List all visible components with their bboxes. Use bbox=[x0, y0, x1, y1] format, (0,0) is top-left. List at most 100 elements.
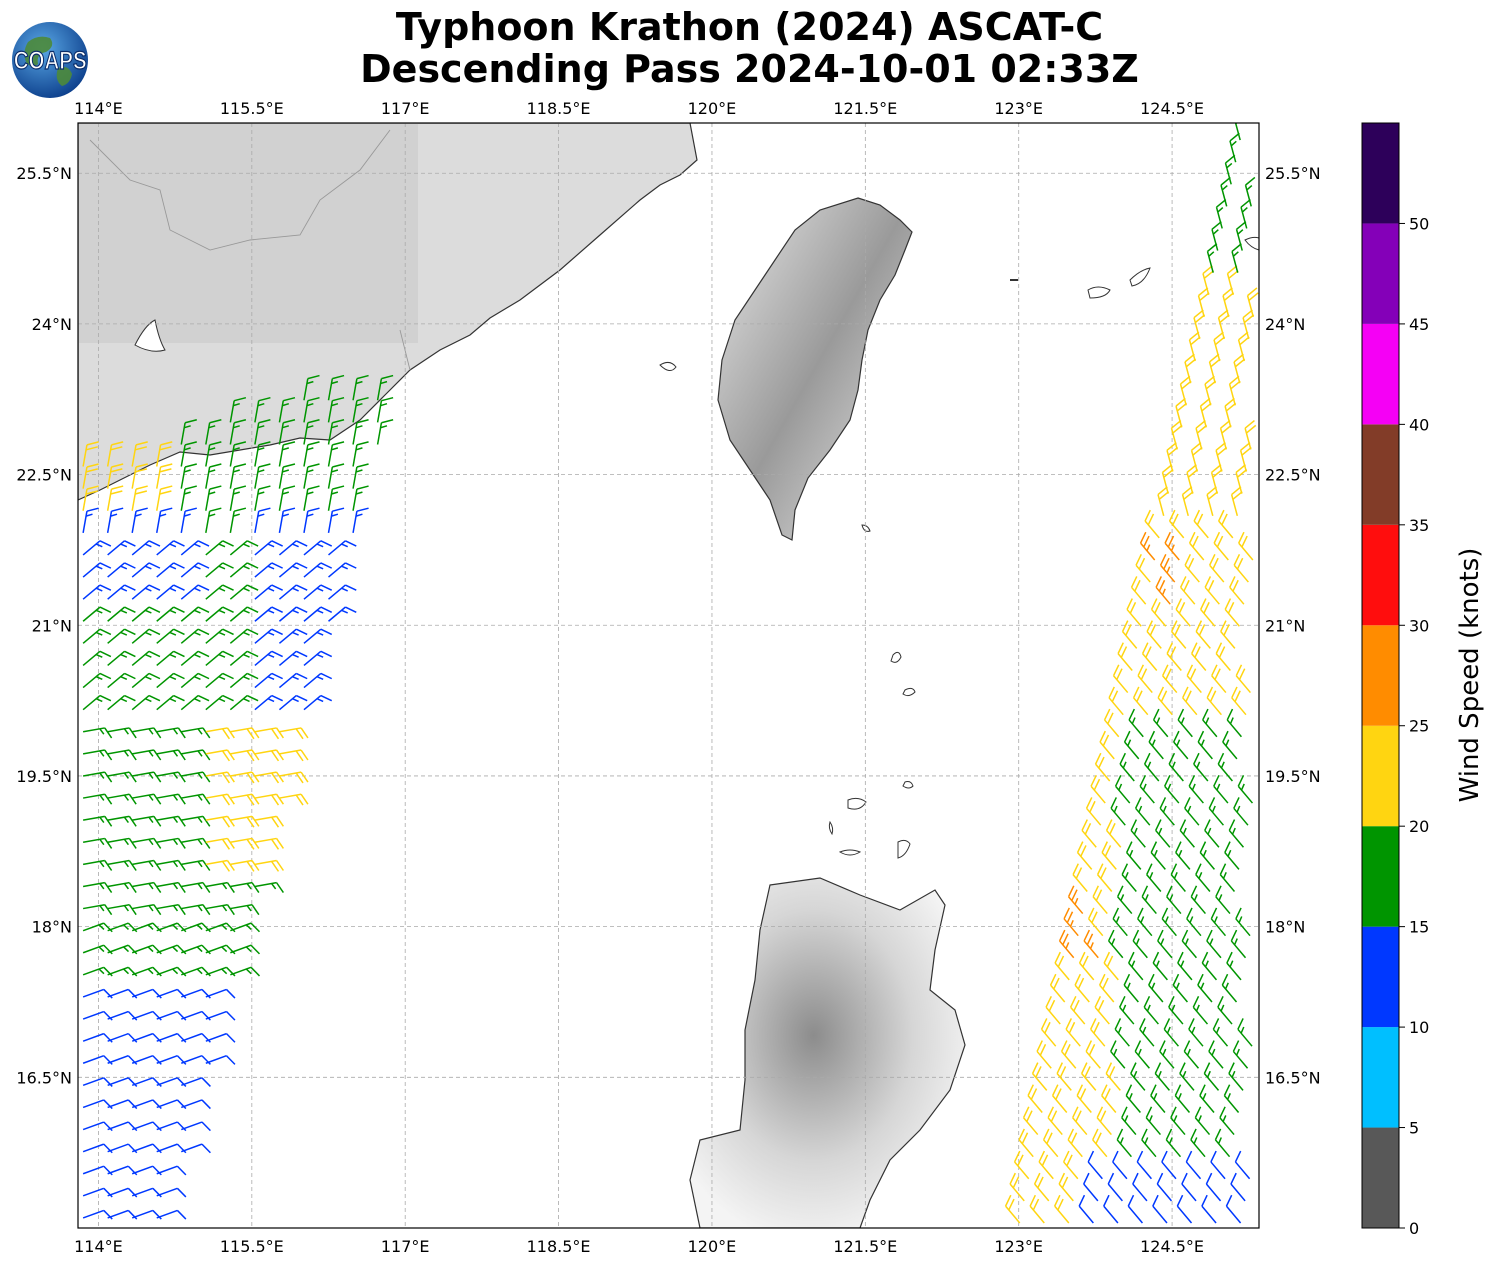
wind-barb bbox=[279, 771, 309, 784]
wind-barb bbox=[1141, 642, 1158, 671]
wind-barb bbox=[1112, 1150, 1128, 1180]
wind-barb bbox=[181, 922, 211, 933]
wind-barb bbox=[1090, 774, 1106, 804]
wind-barb bbox=[1163, 1018, 1180, 1047]
wind-barb bbox=[1051, 1084, 1068, 1113]
wind-barb bbox=[1081, 819, 1097, 848]
wind-barb bbox=[1112, 664, 1129, 694]
wind-barb bbox=[1197, 730, 1213, 760]
wind-barb bbox=[180, 650, 210, 667]
colorbar-bin bbox=[1362, 725, 1399, 827]
wind-barb bbox=[131, 1010, 162, 1021]
wind-barb bbox=[1188, 774, 1204, 804]
wind-barb bbox=[376, 374, 394, 401]
wind-barb bbox=[156, 540, 185, 556]
wind-barb bbox=[205, 485, 222, 511]
wind-barb bbox=[107, 771, 137, 783]
wind-barb bbox=[1152, 1194, 1168, 1224]
wind-barb bbox=[1080, 1062, 1097, 1091]
wind-barb bbox=[107, 749, 137, 761]
wind-barb bbox=[1218, 509, 1234, 539]
wind-barb bbox=[82, 694, 112, 711]
wind-barb bbox=[181, 988, 211, 999]
wind-barb bbox=[1092, 1128, 1108, 1158]
colorbar-bin bbox=[1362, 424, 1399, 525]
wind-barb bbox=[254, 606, 283, 622]
wind-barb bbox=[1206, 686, 1222, 716]
wind-barb bbox=[229, 694, 259, 711]
wind-barb bbox=[1166, 442, 1179, 472]
wind-barb bbox=[1195, 419, 1208, 450]
wind-barb bbox=[180, 694, 210, 711]
wind-barb bbox=[1139, 774, 1155, 804]
wind-barb bbox=[1141, 1128, 1157, 1158]
wind-barb bbox=[180, 562, 210, 578]
wind-barb bbox=[1114, 774, 1131, 804]
wind-barb bbox=[303, 419, 320, 445]
wind-barb bbox=[156, 562, 185, 578]
wind-barb bbox=[1188, 331, 1201, 362]
wind-barb bbox=[131, 1055, 162, 1065]
lat-tick-label-left: 25.5°N bbox=[16, 164, 72, 183]
wind-barb bbox=[205, 441, 222, 467]
title-line-2: Descending Pass 2024-10-01 02:33Z bbox=[360, 47, 1139, 91]
wind-barb bbox=[230, 815, 260, 828]
wind-barb bbox=[1201, 1194, 1217, 1224]
wind-barb bbox=[107, 727, 137, 739]
wind-barb bbox=[229, 485, 247, 511]
wind-barb bbox=[180, 441, 197, 467]
wind-barb bbox=[1211, 664, 1227, 694]
wind-barb bbox=[1195, 863, 1211, 892]
wind-barb bbox=[107, 1165, 138, 1176]
wind-barb bbox=[1233, 553, 1249, 583]
wind-barb bbox=[254, 419, 271, 445]
wind-barb bbox=[1168, 995, 1184, 1025]
wind-barb bbox=[1197, 287, 1210, 318]
wind-barb bbox=[156, 694, 185, 711]
lon-tick-label-top: 115.5°E bbox=[220, 99, 284, 118]
wind-barb bbox=[82, 859, 113, 871]
lat-tick-label-left: 21°N bbox=[32, 616, 72, 635]
wind-barb bbox=[254, 507, 271, 533]
wind-barb bbox=[155, 463, 173, 489]
wind-barb bbox=[254, 540, 283, 556]
wind-barb bbox=[1116, 885, 1133, 915]
wind-barb bbox=[1188, 1018, 1204, 1047]
lon-tick-label-bottom: 114°E bbox=[74, 1237, 123, 1256]
wind-barb bbox=[156, 793, 186, 805]
wind-barb bbox=[82, 606, 112, 622]
wind-barb bbox=[1179, 375, 1192, 406]
wind-barb bbox=[1094, 752, 1111, 782]
wind-barb bbox=[131, 1165, 162, 1176]
wind-barb bbox=[1136, 1150, 1153, 1180]
wind-barb bbox=[278, 540, 308, 556]
wind-barb bbox=[82, 749, 113, 761]
wind-barb bbox=[254, 815, 285, 828]
wind-barb bbox=[156, 903, 186, 916]
map-title: Typhoon Krathon (2024) ASCAT-C Descendin… bbox=[0, 6, 1499, 90]
wind-barb bbox=[1193, 309, 1206, 340]
wind-barb bbox=[1203, 1062, 1220, 1091]
wind-barb bbox=[1246, 287, 1259, 318]
wind-barb bbox=[278, 584, 308, 600]
wind-barb bbox=[156, 966, 187, 977]
wind-barb bbox=[181, 966, 211, 977]
wind-barb bbox=[205, 793, 235, 806]
wind-barb bbox=[254, 485, 271, 511]
wind-barb bbox=[1121, 620, 1138, 649]
colorbar-label: Wind Speed (knots) bbox=[1455, 548, 1485, 803]
wind-barb bbox=[1233, 353, 1246, 384]
wind-barb bbox=[230, 749, 260, 762]
wind-barb bbox=[1154, 1062, 1171, 1091]
wind-barb bbox=[1204, 375, 1217, 406]
wind-barb bbox=[82, 562, 112, 578]
wind-barb bbox=[327, 419, 345, 445]
lon-tick-label-bottom: 124.5°E bbox=[1140, 1237, 1204, 1256]
wind-barb bbox=[1219, 863, 1236, 892]
wind-barb bbox=[254, 771, 285, 784]
colorbar-bin bbox=[1362, 1027, 1399, 1128]
lon-tick-label-top: 117°E bbox=[381, 99, 430, 118]
wind-barb bbox=[1159, 553, 1176, 583]
wind-barb bbox=[205, 1010, 236, 1021]
wind-barb bbox=[303, 463, 320, 489]
